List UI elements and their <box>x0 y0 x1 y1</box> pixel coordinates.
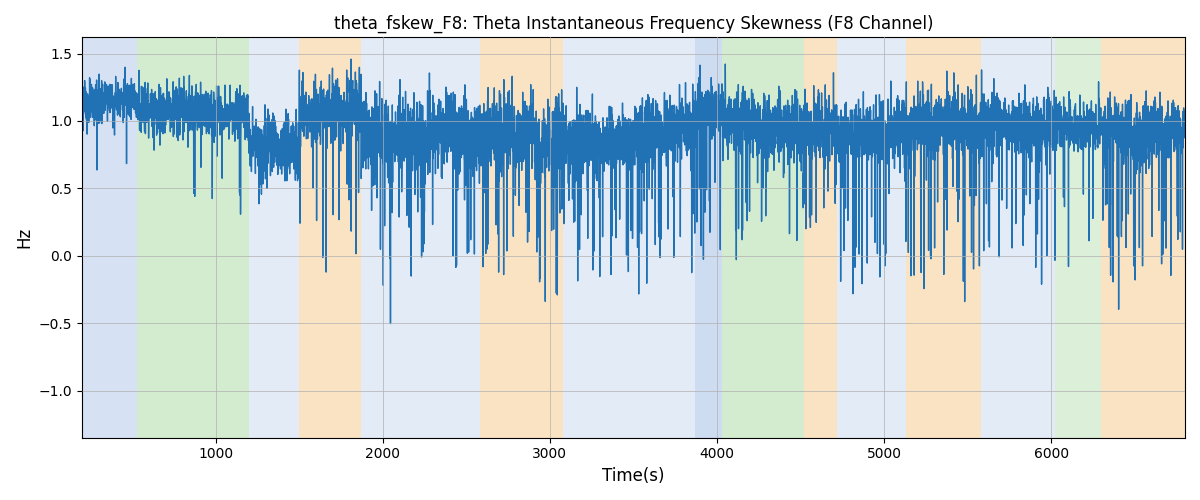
Title: theta_fskew_F8: Theta Instantaneous Frequency Skewness (F8 Channel): theta_fskew_F8: Theta Instantaneous Freq… <box>334 15 934 34</box>
Bar <box>695 38 722 438</box>
Y-axis label: Hz: Hz <box>14 227 32 248</box>
Bar <box>299 38 361 438</box>
Bar <box>1102 38 1186 438</box>
Bar <box>361 38 480 438</box>
Bar <box>1055 38 1102 438</box>
Bar <box>137 38 250 438</box>
Bar <box>722 38 804 438</box>
Bar <box>250 38 299 438</box>
Bar <box>804 38 838 438</box>
Bar <box>838 38 906 438</box>
Bar <box>906 38 982 438</box>
Bar <box>480 38 563 438</box>
Bar <box>563 38 695 438</box>
Bar <box>982 38 1055 438</box>
Bar <box>82 38 137 438</box>
X-axis label: Time(s): Time(s) <box>602 467 665 485</box>
